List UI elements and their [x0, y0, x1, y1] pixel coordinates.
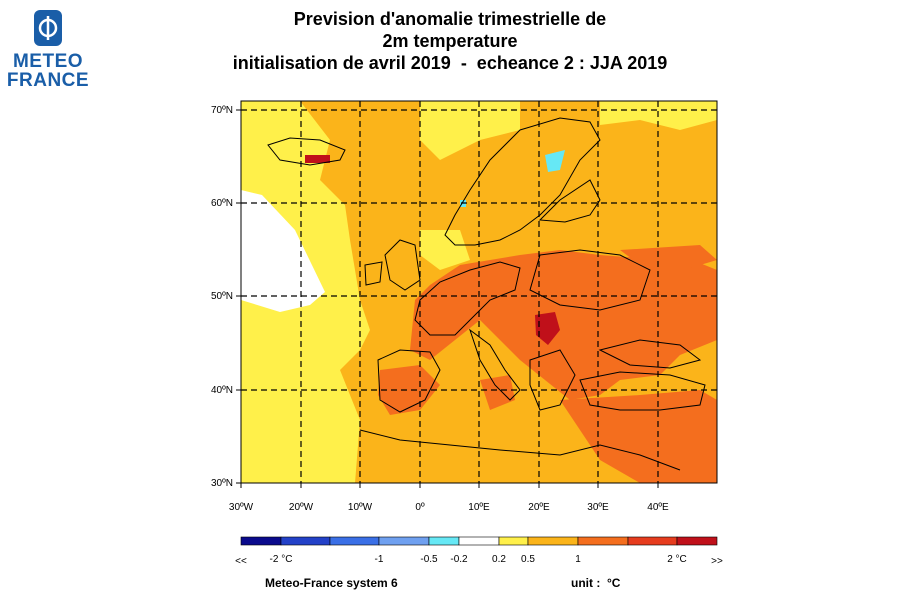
model-name: Meteo-France system 6	[265, 576, 398, 590]
lon-label: 30ºW	[229, 502, 254, 513]
colorbar-cell	[240, 536, 282, 546]
lon-label: 20ºW	[289, 502, 314, 513]
colorbar-cell	[527, 536, 579, 546]
meteo-france-logo-icon	[34, 10, 62, 46]
logo-text-france: FRANCE	[6, 70, 90, 91]
colorbar-label: -1	[375, 554, 384, 565]
title-line-1: Prevision d'anomalie trimestrielle de	[293, 9, 607, 29]
colorbar-cell	[627, 536, 678, 546]
title-line-2: 2m temperature	[382, 31, 518, 51]
colorbar-cell	[280, 536, 331, 546]
lat-label: 60ºN	[211, 198, 233, 209]
meteo-france-logo: METEO FRANCE	[6, 10, 90, 90]
logo-text-meteo: METEO	[12, 51, 84, 72]
colorbar-label: >>	[711, 556, 723, 567]
colorbar-label: 0.2	[492, 554, 506, 565]
axis-ticks	[236, 109, 659, 488]
lon-label: 40ºE	[647, 502, 669, 513]
colorbar-label: -0.5	[420, 554, 438, 565]
title-line-3: initialisation de avril 2019 - echeance …	[232, 53, 668, 73]
colorbar-label: 1	[575, 554, 581, 565]
colorbar-cell	[676, 536, 718, 546]
colorbar-labels: << -2 °C -1 -0.5 -0.2 0.2 0.5 1 2 °C >>	[235, 554, 723, 567]
colorbar-cell	[378, 536, 430, 546]
lat-label: 70ºN	[211, 105, 233, 116]
map-gridlines	[241, 101, 717, 483]
colorbar-label: -2 °C	[270, 554, 293, 565]
lon-label: 0º	[415, 502, 425, 513]
unit-label: unit : °C	[571, 576, 621, 590]
colorbar-cell	[428, 536, 460, 546]
lat-label: 30ºN	[211, 478, 233, 489]
lon-label: 10ºE	[468, 502, 490, 513]
colorbar-label: 0.5	[521, 554, 535, 565]
colorbar-cell	[577, 536, 629, 546]
lon-label: 20ºE	[528, 502, 550, 513]
lat-label: 50ºN	[211, 291, 233, 302]
colorbar-label: 2 °C	[667, 554, 687, 565]
lon-label: 10ºW	[348, 502, 373, 513]
colorbar-label: -0.2	[450, 554, 468, 565]
colorbar-label: <<	[235, 556, 247, 567]
colorbar-cell	[498, 536, 529, 546]
chart-title: Prevision d'anomalie trimestrielle de 2m…	[150, 8, 750, 74]
colorbar-cell	[458, 536, 500, 546]
colorbar-cell	[329, 536, 380, 546]
lat-label: 40ºN	[211, 385, 233, 396]
colorbar-cells	[240, 536, 718, 546]
lon-label: 30ºE	[587, 502, 609, 513]
